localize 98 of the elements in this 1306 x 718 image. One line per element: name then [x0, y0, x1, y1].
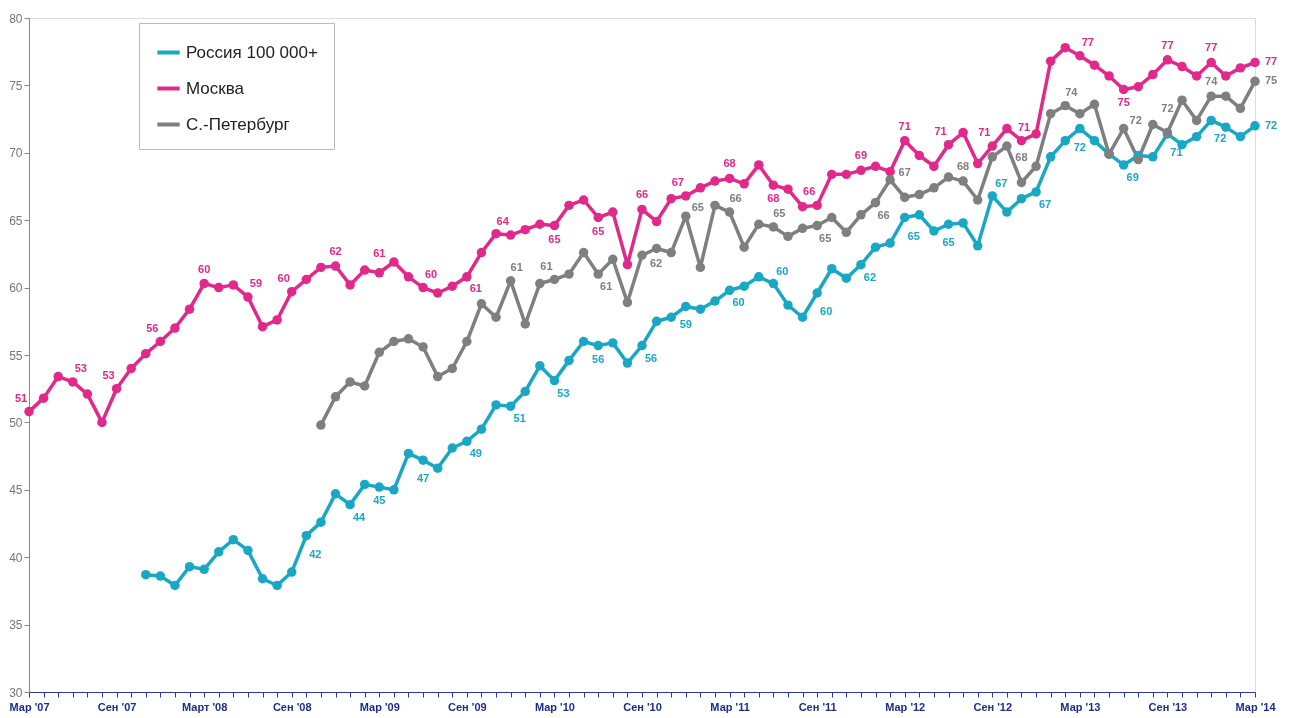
data-label: 69	[1126, 170, 1139, 183]
data-label: 72	[1161, 101, 1174, 114]
data-label: 72	[1073, 140, 1086, 153]
x-tick-label: Сен '10	[623, 700, 662, 713]
data-label: 56	[644, 351, 658, 364]
data-label: 65	[691, 201, 704, 214]
data-label: 53	[102, 368, 115, 381]
data-label: 60	[732, 296, 745, 309]
data-label: 67	[898, 166, 911, 179]
data-label: 49	[469, 447, 482, 460]
legend-label: Москва	[186, 78, 245, 98]
data-label: 45	[373, 494, 386, 507]
x-tick-label: Мар '13	[1060, 700, 1101, 713]
data-label: 60	[776, 264, 789, 277]
data-label: 65	[773, 206, 786, 219]
y-tick-label: 45	[9, 483, 23, 498]
x-tick-label: Мар '09	[359, 700, 400, 713]
x-tick-label: Мар '11	[710, 700, 750, 713]
x-tick-label: Сен '08	[272, 700, 312, 713]
data-label: 74	[1065, 85, 1079, 98]
data-label: 72	[1214, 132, 1227, 145]
x-tick-label: Сен '09	[448, 700, 487, 713]
data-label: 61	[540, 259, 553, 272]
x-tick-label: Сен '12	[973, 700, 1013, 713]
y-tick-label: 40	[9, 550, 23, 565]
data-label: 60	[277, 271, 290, 284]
data-label: 77	[1264, 55, 1278, 68]
y-tick-label: 35	[9, 618, 23, 633]
data-label: 65	[907, 229, 920, 242]
data-label: 68	[767, 192, 780, 205]
data-label: 62	[863, 270, 877, 283]
data-label: 56	[146, 321, 159, 334]
data-label: 71	[898, 119, 911, 132]
x-tick-label: Мар '10	[534, 700, 575, 713]
data-label: 68	[956, 160, 970, 173]
data-label: 53	[557, 386, 570, 399]
x-tick-label: Сен '11	[798, 700, 837, 713]
data-label: 66	[635, 188, 649, 201]
x-tick-label: Сен '13	[1148, 700, 1188, 713]
data-label: 71	[978, 126, 991, 139]
data-label: 42	[309, 547, 322, 560]
data-label: 51	[513, 412, 526, 425]
data-label: 77	[1205, 41, 1218, 54]
data-label: 60	[424, 267, 438, 280]
data-label: 72	[1264, 118, 1278, 131]
data-label: 47	[416, 472, 430, 485]
data-label: 59	[249, 277, 263, 290]
legend-label: Россия 100 000+	[186, 42, 318, 62]
x-tick-label: Сен '07	[97, 700, 137, 713]
data-label: 72	[1129, 113, 1142, 126]
legend-label: С.-Петербург	[186, 114, 290, 134]
data-label: 67	[1038, 197, 1052, 210]
y-tick-label: 50	[9, 415, 23, 430]
data-label: 74	[1205, 75, 1219, 88]
x-tick-label: Мар '07	[9, 700, 50, 713]
data-label: 61	[510, 260, 523, 273]
data-label: 60	[820, 304, 833, 317]
x-tick-label: Март '08	[181, 700, 228, 713]
data-label: 62	[329, 245, 342, 258]
data-label: 69	[854, 149, 868, 162]
y-tick-label: 55	[9, 348, 23, 363]
y-tick-label: 80	[9, 11, 23, 26]
y-tick-label: 30	[9, 685, 23, 700]
x-tick-label: Мар '14	[1235, 700, 1277, 713]
data-label: 51	[14, 391, 28, 404]
data-label: 68	[723, 157, 736, 170]
data-label: 65	[592, 224, 605, 237]
data-label: 77	[1161, 38, 1174, 51]
data-label: 67	[995, 176, 1008, 189]
data-label: 66	[803, 185, 816, 198]
data-label: 62	[649, 257, 663, 270]
data-label: 61	[373, 246, 386, 259]
data-label: 53	[74, 361, 87, 374]
y-tick-label: 70	[9, 146, 23, 161]
data-label: 71	[1017, 120, 1031, 133]
data-label: 65	[942, 236, 955, 249]
data-label: 71	[1170, 145, 1183, 158]
data-label: 61	[469, 281, 482, 294]
y-tick-label: 60	[9, 281, 23, 296]
data-label: 66	[877, 208, 890, 221]
data-label: 75	[1117, 96, 1130, 109]
data-label: 66	[729, 192, 742, 205]
data-label: 67	[671, 175, 684, 188]
data-label: 75	[1264, 74, 1278, 87]
y-tick-label: 75	[9, 78, 23, 93]
data-label: 64	[496, 215, 510, 228]
data-label: 60	[198, 262, 211, 275]
data-label: 56	[592, 352, 605, 365]
data-label: 44	[352, 510, 367, 523]
data-label: 71	[934, 124, 947, 137]
data-label: 61	[600, 280, 613, 293]
data-label: 65	[819, 231, 832, 244]
data-label: 77	[1081, 35, 1094, 48]
x-tick-label: Мар '12	[885, 700, 926, 713]
data-label: 68	[1015, 151, 1028, 164]
data-label: 65	[548, 232, 561, 245]
y-tick-label: 65	[9, 213, 23, 228]
data-label: 59	[679, 318, 692, 331]
